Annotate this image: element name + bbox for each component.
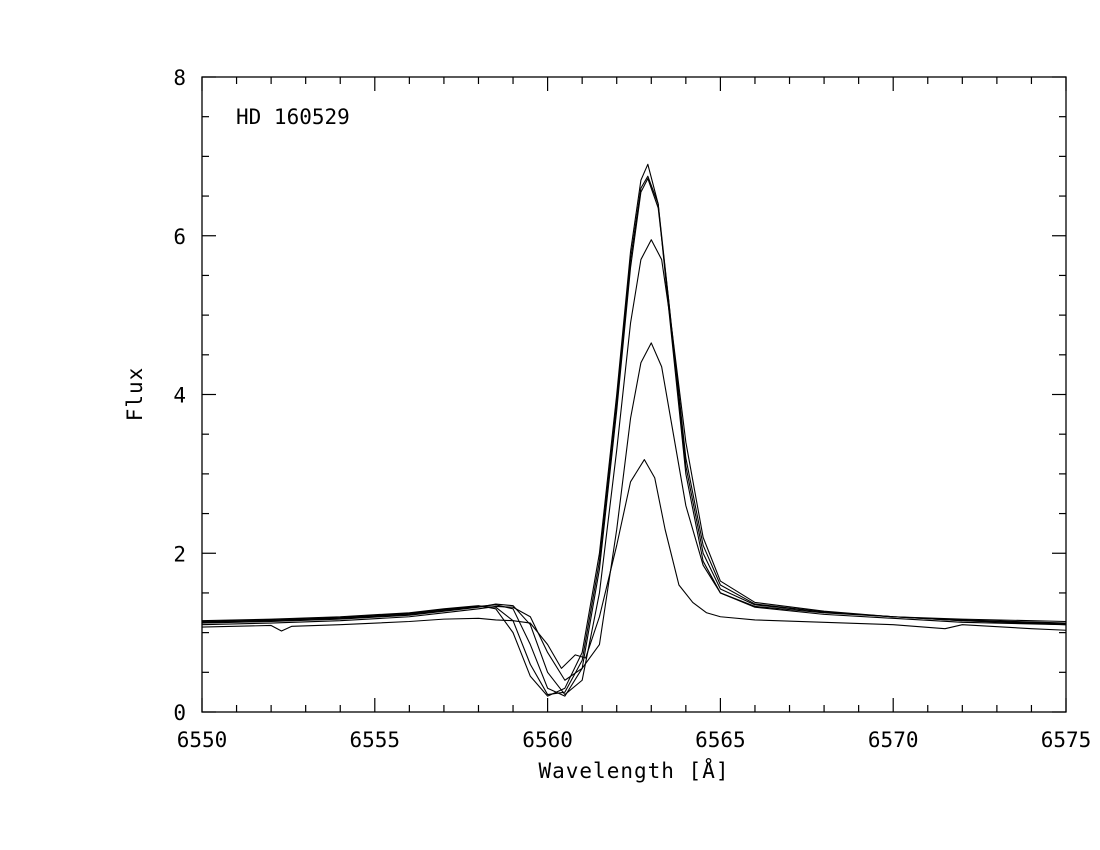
- x-tick-label: 6550: [177, 728, 228, 752]
- spectrum-line-4: [201, 239, 1067, 696]
- star-annotation: HD 160529: [236, 105, 350, 129]
- spectrum-line-5: [201, 342, 1067, 681]
- y-tick-label: 0: [173, 701, 186, 725]
- axis-ticks: [201, 76, 1067, 713]
- x-axis-title: Wavelength [Å]: [538, 757, 729, 783]
- series-group: [201, 163, 1067, 697]
- y-tick-labels: 0 2 4 6 8: [173, 66, 186, 725]
- spectrum-line-3: [201, 178, 1067, 697]
- spectrum-line-6: [201, 459, 1067, 669]
- y-tick-label: 6: [173, 225, 186, 249]
- y-axis-title: Flux: [123, 367, 147, 422]
- x-tick-label: 6570: [868, 728, 919, 752]
- x-tick-labels: 6550 6555 6560 6565 6570 6575: [177, 728, 1092, 752]
- x-tick-label: 6560: [522, 728, 573, 752]
- x-tick-label: 6575: [1041, 728, 1092, 752]
- x-tick-label: 6565: [695, 728, 746, 752]
- x-tick-label: 6555: [350, 728, 401, 752]
- y-tick-label: 8: [173, 66, 186, 90]
- y-tick-label: 2: [173, 542, 186, 566]
- y-tick-label: 4: [173, 384, 186, 408]
